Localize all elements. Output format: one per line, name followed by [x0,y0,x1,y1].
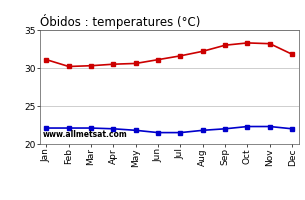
Text: www.allmetsat.com: www.allmetsat.com [42,130,127,139]
Text: Óbidos : temperatures (°C): Óbidos : temperatures (°C) [40,14,200,29]
